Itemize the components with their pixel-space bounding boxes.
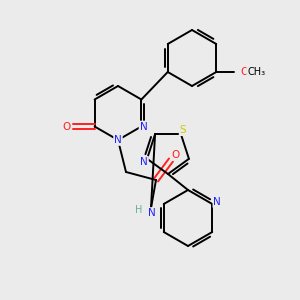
Text: O: O: [240, 67, 248, 77]
Text: O: O: [62, 122, 71, 131]
Text: CH₃: CH₃: [247, 67, 265, 77]
Text: S: S: [180, 125, 186, 135]
Text: H: H: [135, 205, 143, 215]
Text: N: N: [213, 197, 221, 207]
Text: N: N: [148, 208, 156, 218]
Text: N: N: [114, 135, 122, 145]
Text: N: N: [140, 157, 148, 167]
Text: O: O: [172, 150, 180, 160]
Text: N: N: [140, 122, 147, 131]
